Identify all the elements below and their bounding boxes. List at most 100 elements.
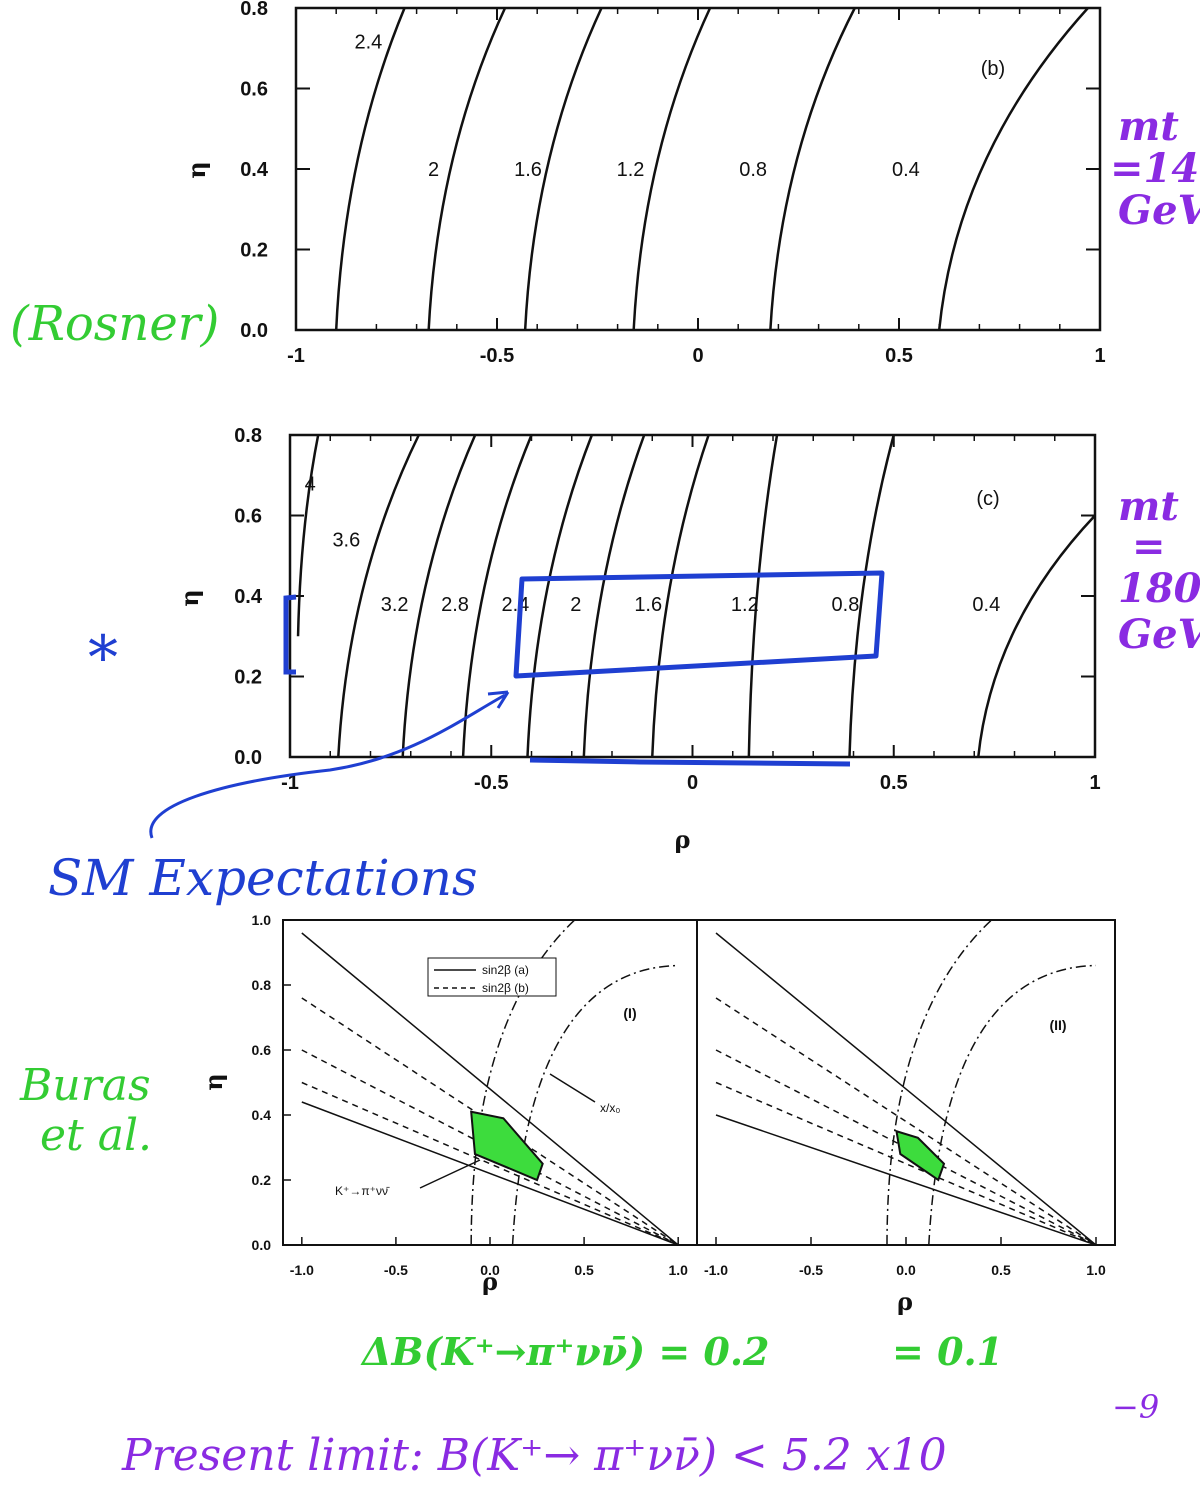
sin2beta-dashed-line [715, 1081, 1097, 1246]
sm-region-box [513, 570, 885, 679]
contour-label: 2 [428, 159, 439, 181]
contour-label: 2 [570, 594, 581, 616]
star-mark: * [88, 623, 118, 693]
contour-label: 0.4 [972, 594, 1000, 616]
sin2beta-dashed-line [715, 997, 1097, 1246]
contour-label: 0.8 [832, 594, 860, 616]
y-axis-label: η [199, 1073, 228, 1090]
sm-arrow [149, 693, 506, 839]
x-axis-label: ρ [897, 1287, 913, 1316]
y-tick-label: 0.4 [240, 159, 269, 181]
x-tick-label: 0 [692, 345, 703, 367]
x-tick-label: 1.0 [1086, 1262, 1106, 1278]
contour-line [937, 7, 1089, 331]
annotation-pointer [419, 1159, 481, 1189]
y-tick-label: 0.8 [252, 977, 272, 993]
contour-label: 2.4 [354, 31, 382, 53]
contour-line [334, 7, 406, 331]
y-tick-label: 0.0 [240, 320, 268, 342]
x-tick-label: 0.5 [574, 1262, 594, 1278]
annotation-x-ratio: x/x₀ [600, 1101, 620, 1115]
mt180-line4: GeV [1118, 611, 1200, 658]
y-tick-label: 0.0 [234, 747, 262, 769]
contour-label: 3.2 [381, 594, 409, 616]
mt180-line1: mt [1118, 483, 1179, 530]
y-tick-label: 0.2 [240, 240, 268, 262]
mt180-line2: = [1132, 523, 1166, 570]
y-tick-label: 0.4 [252, 1107, 272, 1123]
x-tick-label: 0.5 [991, 1262, 1011, 1278]
x-ratio-contour [886, 919, 993, 1246]
y-tick-label: 0.6 [234, 506, 262, 528]
contour-line [977, 514, 1096, 758]
y-tick-label: 1.0 [252, 912, 272, 928]
x-tick-label: -1 [281, 772, 299, 794]
x-axis-label: ρ [675, 825, 691, 854]
y-axis-label: η [175, 589, 204, 606]
contour-label: 1.6 [514, 159, 542, 181]
contour-line [523, 7, 603, 331]
contour-label: 1.6 [634, 594, 662, 616]
rosner-note: (Rosner) [10, 296, 219, 352]
buras-line1: Buras [19, 1060, 151, 1111]
x-tick-label: 1 [1094, 345, 1105, 367]
sin2beta-solid-line [715, 1114, 1097, 1246]
y-tick-label: 0.2 [234, 667, 262, 689]
x-tick-label: 1 [1089, 772, 1100, 794]
contour-line [651, 434, 710, 758]
mt180-line3: 180 [1118, 565, 1200, 612]
contour-line [401, 434, 477, 758]
contour-label: 0.8 [739, 159, 767, 181]
y-tick-label: 0.8 [234, 425, 262, 447]
panel-ii-constraint-plot: -1.0 -0.5 0.0 0.5 1.0 (II) ρ [696, 919, 1116, 1316]
contour-label: 4 [305, 473, 316, 495]
y-tick-label: 0.8 [240, 0, 268, 20]
panel-label: (II) [1049, 1017, 1066, 1033]
buras-line2: et al. [40, 1110, 152, 1161]
x-tick-label: 0.5 [885, 345, 913, 367]
contour-label: 0.4 [892, 159, 920, 181]
sm-bottom-mark [529, 757, 851, 767]
y-tick-label: 0.6 [252, 1042, 272, 1058]
x-tick-label: -1.0 [704, 1262, 728, 1278]
contour-label: 2.8 [441, 594, 469, 616]
x-tick-label: -0.5 [799, 1262, 823, 1278]
contour-line [296, 434, 320, 637]
contour-line [582, 434, 646, 758]
x-axis-label: ρ [482, 1267, 498, 1296]
allowed-region [895, 1129, 946, 1182]
sin2beta-solid-line [715, 932, 1097, 1246]
legend-entry: sin2β (b) [482, 981, 529, 995]
x-tick-label: 0.0 [896, 1262, 916, 1278]
contour-line [848, 434, 895, 758]
x-tick-label: -0.5 [474, 772, 508, 794]
panel-c-contour-plot: -1 -0.5 0 0.5 1 0.0 0.2 0.4 0.6 0.8 4 3.6 3.2 2.8 2.4 2… [175, 425, 1101, 854]
y-tick-label: 0.6 [240, 79, 268, 101]
x-tick-label: -1.0 [290, 1262, 314, 1278]
contour-label: 3.6 [332, 530, 360, 552]
x-ratio-contour [928, 964, 1097, 1246]
contour-line [747, 434, 779, 758]
plot-frame [294, 6, 1102, 332]
sin2beta-solid-line [301, 1101, 679, 1246]
y-axis-label: η [182, 161, 211, 178]
contour-line [461, 434, 533, 758]
contour-line [632, 7, 712, 331]
delta-b-left: ΔB(K⁺→π⁺νν̄) = 0.2 [360, 1329, 770, 1374]
contour-line [427, 7, 507, 331]
present-limit-exponent: −9 [1112, 1388, 1159, 1426]
panel-label: (b) [981, 58, 1005, 80]
mt140-line3: GeV [1118, 187, 1200, 234]
mt140-line1: mt [1118, 103, 1179, 150]
x-tick-label: 1.0 [668, 1262, 688, 1278]
y-tick-label: 0.2 [252, 1172, 272, 1188]
panel-i-constraint-plot: -1.0 -0.5 0.0 0.5 1.0 0.0 0.2 0.4 0.6 0.8 1.0 (I) η ρ… [199, 912, 698, 1296]
y-tick-label: 0.4 [234, 586, 263, 608]
panel-label: (c) [976, 488, 999, 510]
contour-line [769, 7, 856, 331]
handwritten-annotations: (Rosner) mt =140 GeV mt = 180 GeV * SM E… [10, 103, 1200, 1481]
x-ratio-contour [511, 964, 679, 1246]
annotation-kaon-decay: K⁺→π⁺νν̄ [335, 1184, 390, 1198]
sin2beta-dashed-line [301, 1081, 679, 1246]
y-tick-label: 0.0 [252, 1237, 272, 1253]
